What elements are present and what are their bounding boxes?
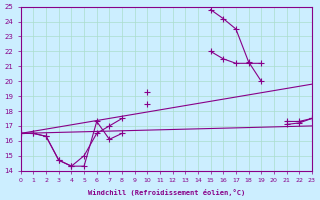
X-axis label: Windchill (Refroidissement éolien,°C): Windchill (Refroidissement éolien,°C) [88, 189, 245, 196]
